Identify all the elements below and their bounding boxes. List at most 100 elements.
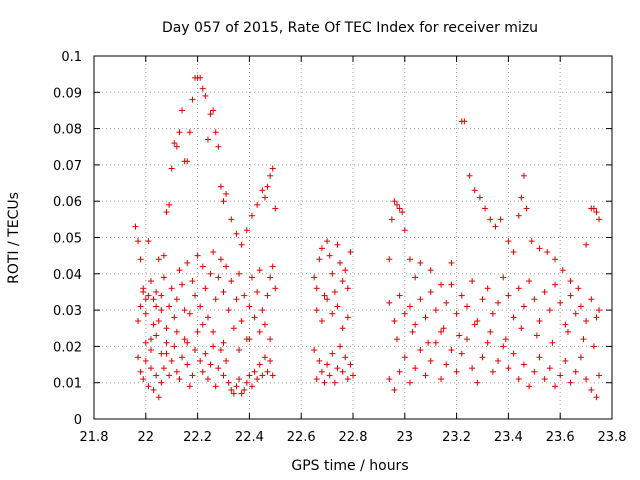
data-point	[417, 347, 424, 354]
data-point	[192, 292, 199, 299]
data-point	[593, 209, 600, 216]
data-point	[318, 245, 325, 252]
data-point	[238, 317, 245, 324]
data-point	[583, 317, 590, 324]
data-point	[142, 296, 149, 303]
data-point	[223, 357, 230, 364]
data-point	[484, 285, 491, 292]
data-point	[204, 376, 211, 383]
data-point	[489, 310, 496, 317]
data-point	[567, 292, 574, 299]
data-point	[248, 383, 255, 390]
data-point	[440, 325, 447, 332]
data-point	[163, 325, 170, 332]
data-point	[350, 372, 356, 379]
y-tick-label: 0.03	[53, 304, 82, 319]
data-point	[463, 303, 470, 310]
data-point	[166, 201, 173, 208]
x-tick-label: 23	[397, 430, 414, 445]
data-point	[518, 194, 525, 201]
data-point	[246, 303, 253, 310]
data-point	[339, 368, 346, 375]
y-tick-label: 0.01	[53, 377, 82, 392]
data-point	[334, 365, 341, 372]
data-point	[179, 281, 186, 288]
data-point	[329, 310, 336, 317]
data-point	[166, 303, 173, 310]
data-point	[588, 386, 595, 393]
data-point	[264, 368, 271, 375]
data-point	[241, 292, 248, 299]
data-point	[487, 328, 494, 335]
data-point	[246, 336, 253, 343]
y-tick-label: 0.04	[53, 268, 82, 283]
data-point	[155, 317, 162, 324]
data-point	[489, 368, 496, 375]
data-point	[526, 278, 533, 285]
data-point	[326, 252, 333, 259]
data-point	[396, 292, 403, 299]
data-point	[458, 350, 465, 357]
grid-layer	[94, 56, 612, 419]
data-point	[590, 343, 597, 350]
data-point	[386, 256, 393, 263]
data-point	[215, 274, 222, 281]
data-point	[536, 317, 543, 324]
data-point	[339, 278, 346, 285]
data-point	[145, 292, 152, 299]
data-point	[593, 394, 600, 401]
data-point	[215, 143, 222, 150]
data-point	[443, 361, 450, 368]
data-point	[386, 376, 393, 383]
data-point	[248, 212, 255, 219]
data-point	[166, 372, 173, 379]
data-point	[427, 357, 434, 364]
data-point	[197, 303, 204, 310]
x-tick-label: 23.6	[546, 430, 575, 445]
data-point	[137, 303, 144, 310]
data-point	[150, 386, 157, 393]
data-point	[492, 223, 499, 230]
data-point	[173, 328, 180, 335]
data-point	[342, 267, 349, 274]
data-point	[176, 129, 183, 136]
data-point	[204, 314, 211, 321]
data-point	[137, 368, 144, 375]
data-point	[567, 278, 574, 285]
data-point	[412, 274, 419, 281]
data-point	[316, 256, 323, 263]
data-point	[181, 336, 188, 343]
data-point	[150, 321, 157, 328]
data-point	[142, 310, 149, 317]
data-point	[417, 259, 424, 266]
data-point	[212, 129, 219, 136]
data-point	[500, 274, 507, 281]
data-point	[256, 361, 263, 368]
data-point	[236, 347, 243, 354]
data-point	[199, 85, 206, 92]
data-point	[168, 165, 175, 172]
data-point	[313, 307, 320, 314]
data-point	[267, 274, 274, 281]
data-point	[526, 383, 533, 390]
data-point	[256, 267, 263, 274]
data-point	[186, 129, 193, 136]
data-point	[184, 259, 191, 266]
data-point	[559, 267, 566, 274]
data-point	[533, 332, 540, 339]
data-point	[401, 227, 408, 234]
data-point	[544, 249, 551, 256]
data-point	[184, 361, 191, 368]
data-point	[261, 194, 268, 201]
data-point	[396, 205, 403, 212]
data-point	[254, 201, 261, 208]
data-point	[502, 336, 509, 343]
data-point	[324, 361, 331, 368]
y-tick-label: 0.02	[53, 340, 82, 355]
data-point	[202, 92, 209, 99]
data-point	[176, 267, 183, 274]
data-point	[259, 372, 266, 379]
x-tick-label: 22	[138, 430, 155, 445]
data-point	[443, 299, 450, 306]
data-point	[189, 278, 196, 285]
